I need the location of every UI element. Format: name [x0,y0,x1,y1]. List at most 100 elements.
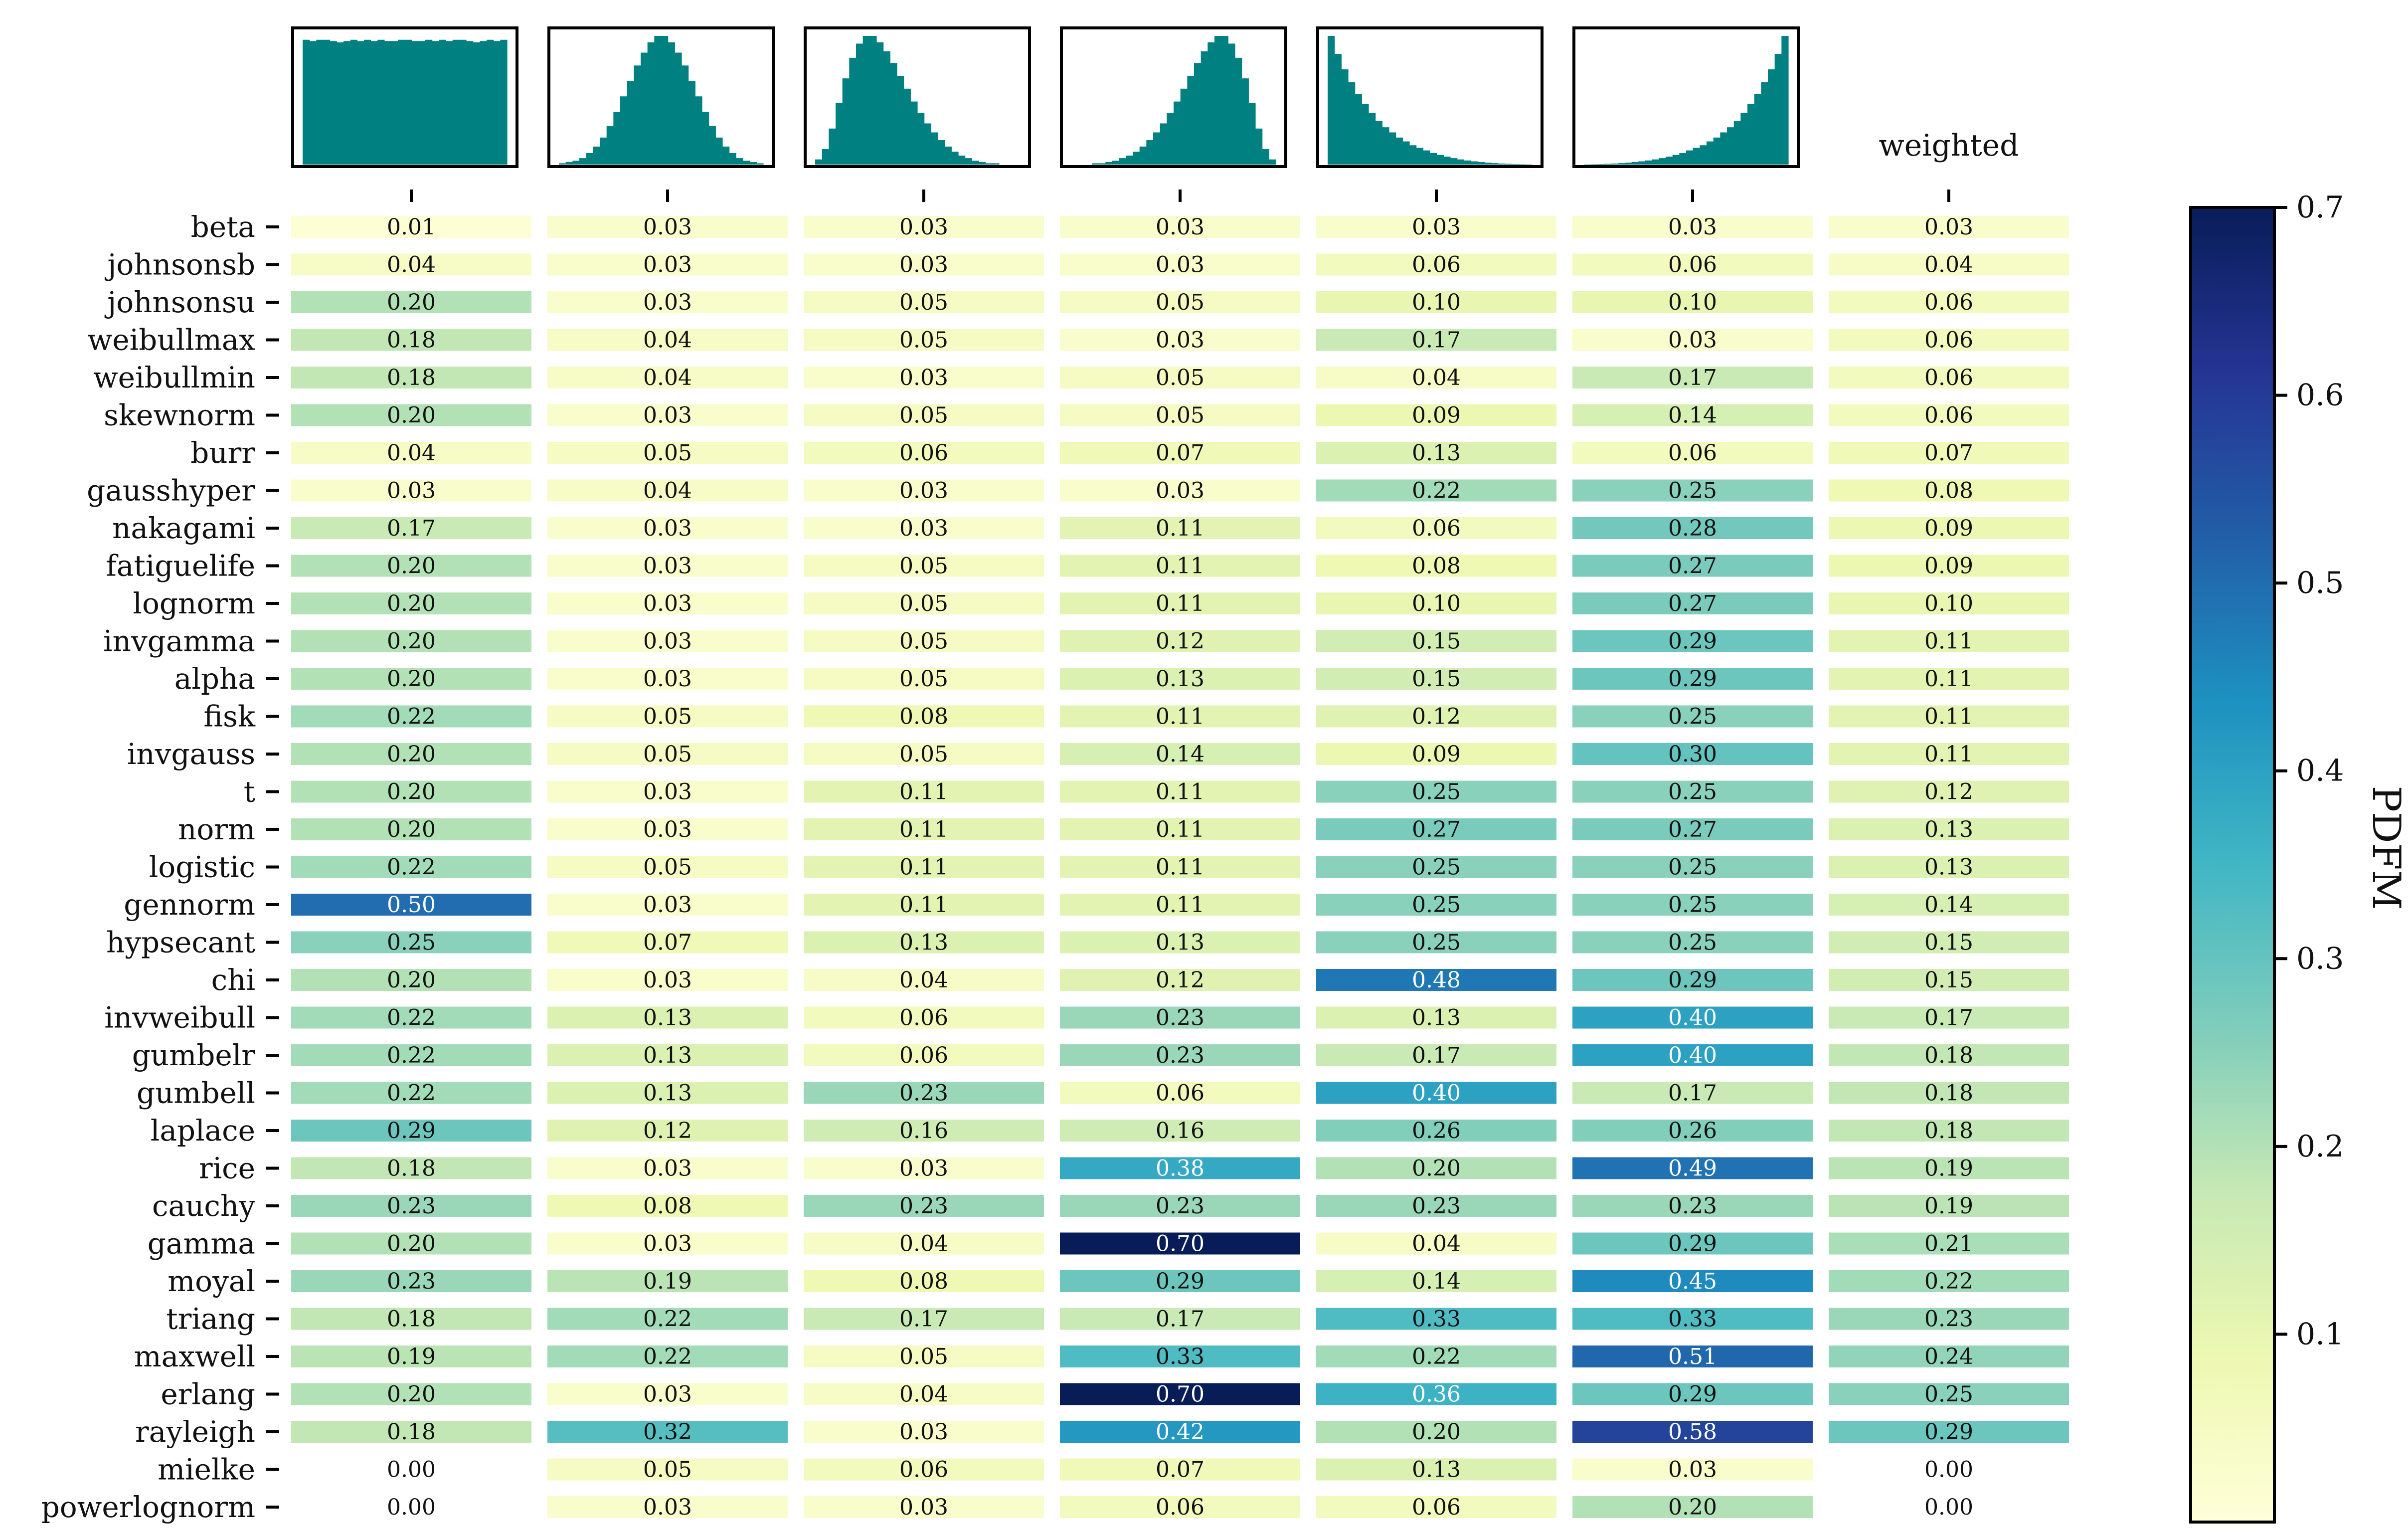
cell-value-label: 0.04 [899,1382,948,1407]
cell-value-label: 0.13 [1412,1457,1461,1483]
histogram-bar [1255,128,1263,165]
heatmap-row-burr: 0.04 0.05 0.06 0.07 0.13 0.06 0.07 [291,440,2069,466]
heatmap-cell [1060,1383,1300,1405]
heatmap-cell [1316,1044,1556,1066]
cell-value-label: 0.05 [899,666,948,692]
cell-value-label: 0.03 [899,1156,948,1181]
heatmap-row-fatiguelife: 0.20 0.03 0.05 0.11 0.08 0.27 0.09 [291,554,2069,579]
histogram-bar [897,75,904,165]
heatmap-cell [1316,818,1556,840]
cell-value-label: 0.25 [387,930,436,956]
histogram-bar [979,162,986,165]
heatmap-row-rayleigh: 0.18 0.32 0.03 0.42 0.20 0.58 0.29 [291,1419,2069,1445]
histogram-bar [1659,158,1666,165]
heatmap-cell [1829,969,2069,991]
heatmap-cell [291,630,531,652]
cell-value-label: 0.40 [1668,1043,1717,1068]
heatmap-cell [1572,1006,1813,1029]
histogram-bar [1201,51,1208,165]
cell-value-label: 0.23 [899,1193,948,1219]
histogram-bar [1228,43,1235,165]
cell-value-label: 0.25 [1668,704,1717,730]
cell-value-label: 0.05 [899,629,948,654]
heatmap-cell [547,1496,788,1518]
heatmap-cell [291,329,531,351]
cell-value-label: 0.04 [387,252,436,278]
heatmap-cell [1572,856,1813,878]
heatmap-cell [804,216,1044,238]
histogram-bar [487,39,494,165]
cell-value-label: 0.27 [1412,817,1461,842]
cell-value-label: 0.26 [1668,1118,1717,1144]
histogram-bar [856,43,863,165]
histogram-bar [1666,157,1673,165]
heatmap-cell [1829,1006,2069,1029]
heatmap-cell [1572,1232,1813,1255]
histogram-bar [1098,163,1106,165]
heatmap-cell [804,1044,1044,1066]
cell-value-label: 0.05 [1156,403,1204,428]
histogram-bar [1672,155,1680,165]
histogram-bar [1471,161,1478,165]
heatmap-cell [1316,592,1556,614]
heatmap-cell [804,630,1044,652]
heatmap-cell [547,1120,788,1142]
histogram-bar [1618,163,1625,165]
heatmap-cell [291,367,531,388]
row-label-laplace: laplace [151,1114,255,1148]
heatmap-row-triang: 0.18 0.22 0.17 0.17 0.33 0.33 0.23 [291,1307,2069,1332]
heatmap-row-moyal: 0.23 0.19 0.08 0.29 0.14 0.45 0.22 [291,1269,2069,1294]
cell-value-label: 0.03 [899,252,948,278]
heatmap-cell [291,1082,531,1104]
heatmap-cell [291,1044,531,1066]
cell-value-label: 0.07 [1156,1457,1204,1483]
colorbar: 0.1 0.2 0.3 0.4 0.5 0.6 0.7 PDFM [2189,190,2408,1524]
heatmap-cell [291,705,531,728]
histogram-right-skewed [804,26,1031,168]
histogram-bar [1180,88,1188,165]
heatmap-cell [547,592,788,614]
histogram-bar [702,112,709,165]
cell-value-label: 0.16 [1156,1118,1204,1144]
heatmap-row-mielke: 0.00 0.05 0.06 0.07 0.13 0.03 0.00 [387,1457,1973,1483]
heatmap-cell [804,329,1044,351]
cell-value-label: 0.06 [899,1005,948,1031]
heatmap-row-fisk: 0.22 0.05 0.08 0.11 0.12 0.25 0.11 [291,704,2069,730]
cell-value-label: 0.00 [387,1457,436,1483]
cell-value-label: 0.11 [1924,629,1973,654]
heatmap-row-maxwell: 0.19 0.22 0.05 0.33 0.22 0.51 0.24 [291,1344,2069,1369]
histogram-bar [613,112,621,165]
histogram-bar [641,52,648,165]
heatmap-cell [1060,367,1300,388]
cell-value-label: 0.25 [1668,930,1717,956]
histogram-bar [647,42,655,165]
cell-value-label: 0.06 [1924,365,1973,390]
histogram-bar [559,163,566,165]
heatmap-cell [547,1082,788,1104]
row-label-beta: beta [191,210,255,244]
histogram-bar [357,41,364,165]
row-label-fatiguelife: fatiguelife [106,549,255,583]
heatmap-cell [1060,1006,1300,1029]
heatmap-row-invgamma: 0.20 0.03 0.05 0.12 0.15 0.29 0.11 [291,629,2069,654]
histogram-bar [1402,141,1410,165]
histogram-bar [715,137,723,165]
row-label-logistic: logistic [149,850,255,884]
histogram-bar [1761,82,1768,165]
column-labels: weighted [1879,128,2019,163]
cell-value-label: 0.15 [1924,930,1973,956]
heatmap-cell [547,404,788,426]
cell-value-label: 0.06 [1412,1495,1461,1520]
heatmap-cell [1572,329,1813,351]
colorbar-tick-label: 0.3 [2296,941,2344,976]
row-label-gennorm: gennorm [124,888,255,922]
cell-value-label: 0.11 [1924,704,1973,730]
cell-value-label: 0.05 [899,328,948,353]
cell-value-label: 0.20 [387,779,436,805]
histogram-bar [1133,152,1140,165]
heatmap-cell [1829,1157,2069,1179]
histogram-bar [1207,42,1215,165]
cell-value-label: 0.22 [387,704,436,730]
heatmap-cell [1829,442,2069,464]
cell-value-label: 0.08 [899,704,948,730]
